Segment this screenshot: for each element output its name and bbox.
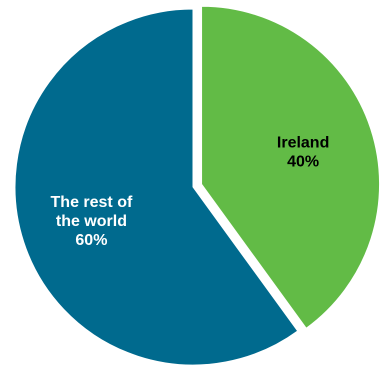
slice-category-label: The rest of [51, 194, 133, 211]
slice-value-label: 40% [287, 154, 319, 171]
pie-labels: Ireland 40% The rest of the world 60% [51, 135, 330, 249]
pie-slice-the-rest-of-the-world [14, 8, 299, 366]
slice-category-label: Ireland [277, 135, 329, 152]
slice-value-label: 60% [75, 232, 107, 249]
pie-slices [14, 5, 381, 366]
slice-category-label: the world [56, 213, 127, 230]
pie-slice-ireland-label: Ireland 40% [277, 135, 329, 171]
pie-slice-the-rest-of-the-world-label: The rest of the world 60% [51, 194, 133, 249]
pie-slice-ireland [201, 5, 381, 329]
